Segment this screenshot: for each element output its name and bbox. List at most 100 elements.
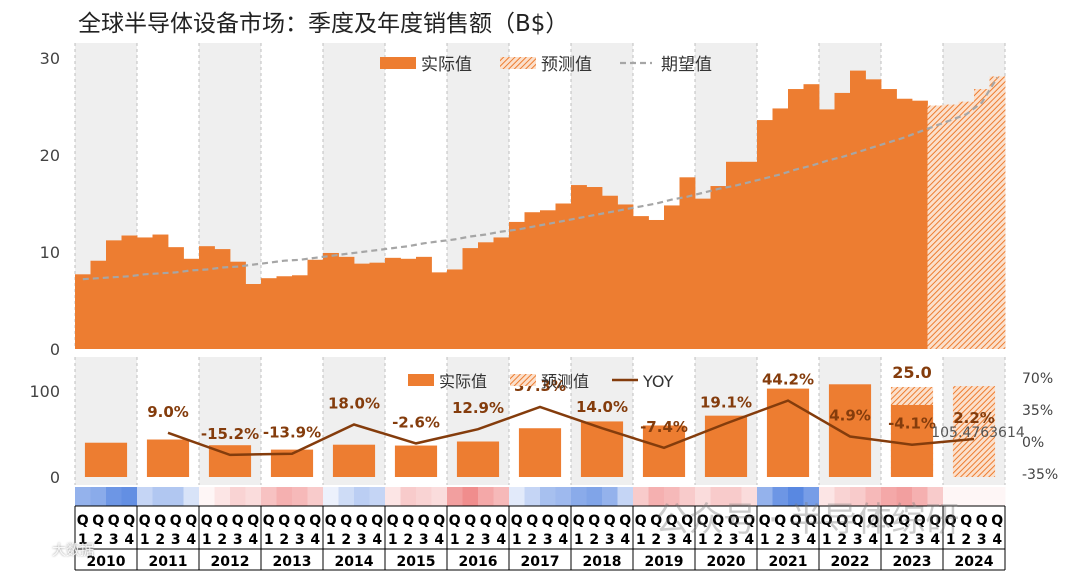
quarter-letter-2018Q2: Q (588, 513, 600, 529)
bar-actual-2018Q4 (617, 204, 634, 349)
quarter-number-2018Q3: 3 (605, 532, 615, 548)
quarter-letter-2019Q1: Q (635, 513, 647, 529)
heat-cell-2015Q3 (416, 487, 432, 506)
quarter-letter-2014Q3: Q (356, 513, 368, 529)
heat-cell-2023Q3 (912, 487, 928, 506)
annual-bar-actual-2015 (394, 445, 438, 477)
year-label-2016: 2016 (459, 554, 498, 570)
bar-actual-2020Q1 (695, 198, 711, 349)
heat-cell-2020Q2 (710, 487, 727, 506)
bar-actual-2022Q4 (865, 79, 882, 349)
quarter-letter-2015Q2: Q (402, 513, 414, 529)
heat-cell-2021Q4 (803, 487, 820, 506)
heat-cell-2013Q1 (261, 487, 277, 506)
quarter-number-2023Q2: 2 (899, 532, 909, 548)
bar-actual-2011Q2 (152, 234, 169, 349)
quarter-number-2011Q2: 2 (155, 532, 165, 548)
bar-actual-2010Q3 (106, 240, 122, 349)
quarter-number-2011Q1: 1 (140, 532, 150, 548)
yoy-label-2024: 2.2% (953, 409, 995, 427)
yoy-label-2023: -4.1% (888, 415, 936, 433)
quarter-letter-2013Q2: Q (278, 513, 290, 529)
quarter-number-2023Q1: 1 (884, 532, 894, 548)
bar-actual-2014Q3 (354, 263, 370, 349)
bar-actual-2019Q1 (633, 216, 649, 349)
heat-cell-2013Q3 (292, 487, 308, 506)
quarter-number-2024Q3: 3 (977, 532, 987, 548)
bar-actual-2013Q3 (292, 275, 308, 349)
yoy-label-2015: -2.6% (392, 413, 440, 431)
ytick-bottom-left: 0 (50, 468, 60, 487)
year-label-2010: 2010 (87, 554, 126, 570)
bar-actual-2018Q3 (602, 195, 618, 349)
bar-actual-2012Q3 (230, 261, 246, 349)
watermark-corner: 大数据 (52, 543, 94, 559)
quarter-letter-2018Q4: Q (619, 513, 631, 529)
quarter-number-2021Q1: 1 (760, 532, 770, 548)
quarter-letter-2016Q1: Q (449, 513, 461, 529)
quarter-number-2022Q4: 4 (868, 532, 878, 548)
quarter-letter-2014Q1: Q (325, 513, 337, 529)
quarter-number-2017Q3: 3 (543, 532, 553, 548)
bar-actual-2016Q4 (493, 237, 510, 349)
heat-cell-2014Q3 (354, 487, 370, 506)
quarter-letter-2015Q1: Q (387, 513, 399, 529)
bar-actual-2016Q3 (478, 242, 494, 349)
yoy-label-2011: 9.0% (147, 403, 189, 421)
quarter-letter-2023Q1: Q (883, 513, 895, 529)
quarter-letter-2014Q4: Q (371, 513, 383, 529)
quarter-letter-2013Q1: Q (263, 513, 275, 529)
quarter-letter-2012Q4: Q (247, 513, 259, 529)
ytick-bottom-right: -35% (1022, 467, 1058, 483)
quarter-number-2015Q4: 4 (434, 532, 444, 548)
year-label-2020: 2020 (707, 554, 746, 570)
bar-actual-2021Q1 (757, 120, 773, 349)
heat-cell-2018Q3 (602, 487, 618, 506)
annual-bar-actual-2020 (704, 415, 748, 477)
quarter-letter-2024Q1: Q (945, 513, 957, 529)
year-label-2013: 2013 (273, 554, 312, 570)
quarter-number-2024Q4: 4 (992, 532, 1002, 548)
heat-cell-2014Q2 (338, 487, 355, 506)
heat-cell-2011Q2 (152, 487, 169, 506)
quarter-letter-2016Q2: Q (464, 513, 476, 529)
quarter-number-2020Q1: 1 (698, 532, 708, 548)
bar-actual-2016Q2 (462, 248, 479, 349)
heat-cell-2013Q2 (276, 487, 293, 506)
yoy-label-2014: 18.0% (328, 395, 380, 413)
heat-cell-2017Q1 (509, 487, 525, 506)
ytick-top: 10 (40, 243, 60, 262)
quarter-letter-2011Q1: Q (139, 513, 151, 529)
quarter-letter-2022Q1: Q (821, 513, 833, 529)
year-label-2011: 2011 (149, 554, 188, 570)
heat-cell-2023Q1 (881, 487, 897, 506)
heat-cell-2020Q4 (741, 487, 758, 506)
bar-actual-2010Q4 (121, 235, 138, 349)
bar-actual-2021Q4 (803, 84, 820, 349)
quarter-number-2020Q3: 3 (729, 532, 739, 548)
year-label-2017: 2017 (521, 554, 560, 570)
year-label-2022: 2022 (831, 554, 870, 570)
quarter-number-2021Q3: 3 (791, 532, 801, 548)
quarter-letter-2023Q4: Q (929, 513, 941, 529)
ytick-top: 30 (40, 49, 60, 68)
quarter-number-2010Q2: 2 (93, 532, 103, 548)
yoy-label-2013: -13.9% (263, 424, 321, 442)
year-label-2021: 2021 (769, 554, 808, 570)
bar-actual-2017Q2 (524, 212, 541, 349)
legend-bottom-label-line: YOY (642, 372, 674, 391)
heat-cell-2024Q3 (974, 487, 990, 506)
quarter-letter-2015Q3: Q (418, 513, 430, 529)
legend-bottom-label-forecast: 预测值 (541, 372, 589, 391)
heat-cell-2019Q4 (679, 487, 696, 506)
bar-actual-2022Q2 (834, 92, 851, 350)
quarter-letter-2019Q2: Q (650, 513, 662, 529)
quarter-letter-2011Q2: Q (154, 513, 166, 529)
quarter-number-2011Q4: 4 (186, 532, 196, 548)
ytick-bottom-right: 70% (1022, 371, 1053, 387)
heat-cell-2020Q3 (726, 487, 742, 506)
quarter-number-2012Q1: 1 (202, 532, 212, 548)
quarter-letter-2012Q3: Q (232, 513, 244, 529)
extra-label-2023: 25.0 (892, 363, 931, 382)
bar-actual-2020Q2 (710, 186, 727, 349)
